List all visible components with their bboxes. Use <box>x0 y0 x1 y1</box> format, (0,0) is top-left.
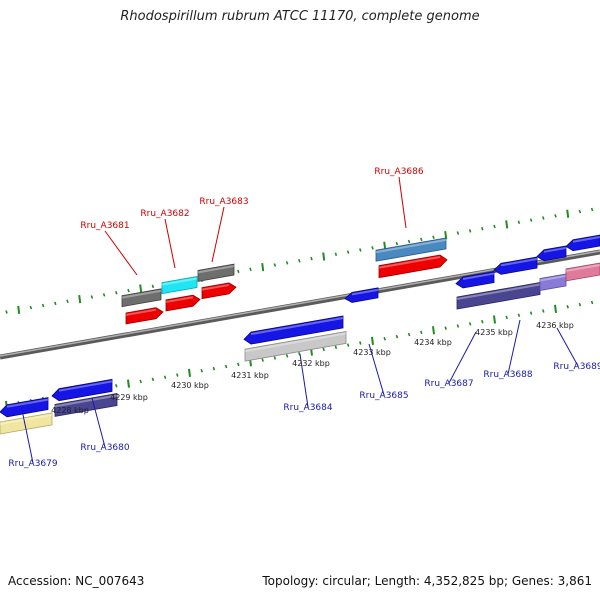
svg-text:Rru_A3688: Rru_A3688 <box>483 370 532 380</box>
svg-text:Rru_A3687: Rru_A3687 <box>424 379 473 389</box>
gene-rru-a3689-arrow <box>536 245 567 262</box>
gene-rru-a3679-arrow <box>0 397 49 418</box>
svg-text:Rru_A3682: Rru_A3682 <box>140 209 189 219</box>
scale-label: 4232 kbp <box>292 359 330 368</box>
svg-text:Rru_A3684: Rru_A3684 <box>283 403 332 413</box>
gene-rru-a3685-arrow <box>344 287 379 303</box>
gene-block-lavender <box>539 273 567 291</box>
gene-rru-a3687-arrow <box>455 271 495 289</box>
svg-text:Rru_A3689: Rru_A3689 <box>553 362 600 372</box>
scale-label: 4231 kbp <box>231 371 269 380</box>
scale-label: 4235 kbp <box>475 328 513 337</box>
label-rru-a3684: Rru_A3684 <box>283 353 333 413</box>
gene-rru-a3686-arrow <box>378 254 448 279</box>
svg-text:Rru_A3679: Rru_A3679 <box>8 459 57 469</box>
gene-block-darkslate-right <box>456 282 541 310</box>
label-rru-a3688: Rru_A3688 <box>483 319 533 380</box>
label-rru-a3687: Rru_A3687 <box>424 331 477 389</box>
gene-block-pink <box>565 262 600 282</box>
scale-labels: 4228 kbp 4229 kbp 4230 kbp 4231 kbp 4232 kbp… <box>51 321 574 415</box>
gene-block-grey-1 <box>121 288 162 308</box>
gene-block-khaki <box>0 412 53 435</box>
svg-text:Rru_A3680: Rru_A3680 <box>80 443 129 453</box>
genome-summary-text: Topology: circular; Length: 4,352,825 bp… <box>262 574 592 588</box>
label-rru-a3682: Rru_A3682 <box>140 209 190 269</box>
scale-label: 4233 kbp <box>353 348 391 357</box>
scale-label: 4228 kbp <box>51 406 89 415</box>
upper-tick-track <box>5 207 594 314</box>
gene-rru-a3684-arrow <box>243 315 344 345</box>
gene-labels: Rru_A3681 Rru_A3682 Rru_A3683 Rru_A3686 Rru_… <box>8 167 600 469</box>
svg-text:Rru_A3685: Rru_A3685 <box>359 391 408 401</box>
gene-block-lightgrey <box>244 330 347 362</box>
svg-text:Rru_A3686: Rru_A3686 <box>374 167 423 177</box>
label-rru-a3686: Rru_A3686 <box>374 167 424 229</box>
scale-label: 4234 kbp <box>414 338 452 347</box>
label-rru-a3685: Rru_A3685 <box>359 343 409 401</box>
scale-label: 4236 kbp <box>536 321 574 330</box>
gene-block-steelblue <box>375 237 447 262</box>
accession-text: Accession: NC_007643 <box>8 574 145 588</box>
label-rru-a3681: Rru_A3681 <box>80 221 138 276</box>
label-rru-a3679: Rru_A3679 <box>8 409 58 469</box>
scale-label: 4230 kbp <box>171 381 209 390</box>
gene-rru-a3681-arrow <box>125 307 164 325</box>
gene-block-grey-2 <box>197 263 235 282</box>
gene-rru-a3688-arrow <box>493 256 538 275</box>
gene-rru-a3680-arrow <box>51 378 113 402</box>
gene-rru-a3683-arrow <box>201 282 237 300</box>
svg-text:Rru_A3683: Rru_A3683 <box>199 197 248 207</box>
label-rru-a3689: Rru_A3689 <box>553 327 600 372</box>
gene-features <box>0 234 600 435</box>
label-rru-a3680: Rru_A3680 <box>80 397 130 453</box>
gene-right-edge-arrow <box>565 234 600 252</box>
scale-label: 4229 kbp <box>110 393 148 402</box>
map-title: Rhodospirillum rubrum ATCC 11170, comple… <box>120 9 480 24</box>
gene-block-darkslate-left <box>54 393 118 417</box>
gene-block-cyan <box>161 276 198 295</box>
gene-rru-a3682-arrow <box>165 294 201 312</box>
label-rru-a3683: Rru_A3683 <box>199 197 249 263</box>
svg-text:Rru_A3681: Rru_A3681 <box>80 221 129 231</box>
